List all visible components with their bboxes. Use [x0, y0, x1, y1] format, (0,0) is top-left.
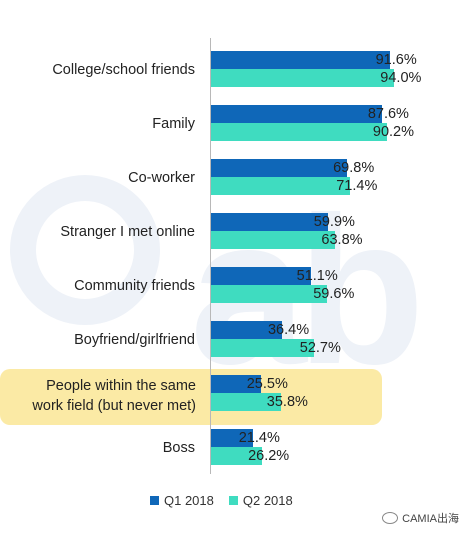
data-label: 63.8%	[321, 232, 363, 248]
wechat-icon	[382, 512, 399, 524]
highlight-box	[0, 369, 382, 425]
bar-q1	[211, 267, 311, 285]
category-label: College/school friends	[52, 62, 195, 78]
bar-q2	[211, 231, 336, 249]
data-label: 91.6%	[375, 52, 417, 68]
bar-q2	[211, 69, 395, 87]
y-axis-line	[210, 38, 211, 474]
bar-q2	[211, 177, 351, 195]
bar-q2	[211, 123, 387, 141]
legend-label-q2: Q2 2018	[242, 493, 293, 508]
watermark-heart-icon	[10, 175, 160, 325]
data-label: 90.2%	[372, 124, 414, 140]
legend-swatch-q2	[228, 496, 238, 505]
bar-q1	[211, 105, 382, 123]
category-label: Boyfriend/girlfriend	[74, 332, 195, 348]
category-label: Boss	[162, 440, 195, 456]
legend-label-q1: Q1 2018	[164, 493, 214, 508]
data-label: 94.0%	[380, 70, 422, 86]
bar-q2	[211, 339, 314, 357]
brand-watermark: CAMIA出海	[382, 510, 459, 526]
bar-q1	[211, 321, 282, 339]
data-label: 52.7%	[299, 340, 341, 356]
data-label: 87.6%	[367, 106, 409, 122]
legend-swatch-q1	[150, 496, 159, 505]
data-label: 51.1%	[296, 268, 338, 284]
category-label: Family	[152, 116, 195, 132]
data-label: 71.4%	[336, 178, 378, 194]
category-label: Co-worker	[128, 170, 195, 186]
legend: Q1 2018 Q2 2018	[150, 493, 308, 508]
highlighted-category-line-2: work field (but never met)	[32, 398, 196, 414]
legend-item-q1: Q1 2018	[150, 493, 214, 508]
bar-q2	[211, 285, 328, 303]
data-label: 25.5%	[246, 376, 288, 392]
bar-q2	[211, 393, 281, 411]
data-label: 26.2%	[248, 448, 290, 464]
bar-q1	[211, 213, 328, 231]
highlighted-category-line-1: People within the same	[46, 378, 196, 394]
data-label: 59.6%	[313, 286, 355, 302]
bar-q1	[211, 375, 261, 393]
data-label: 36.4%	[267, 322, 310, 338]
category-label: Community friends	[74, 278, 195, 294]
bar-q1	[211, 51, 390, 69]
data-label: 59.9%	[313, 214, 355, 230]
highlighted-category-label: People within the same work field (but n…	[14, 376, 196, 416]
brand-text: CAMIA出海	[402, 513, 459, 525]
data-label: 21.4%	[238, 430, 280, 446]
bar-q1	[211, 429, 253, 447]
bar-q2	[211, 447, 263, 465]
data-label: 69.8%	[333, 160, 375, 176]
legend-item-q2: Q2 2018	[228, 493, 293, 508]
data-label: 35.8%	[266, 394, 308, 410]
bar-q1	[211, 159, 348, 177]
category-label: Stranger I met online	[60, 224, 195, 240]
